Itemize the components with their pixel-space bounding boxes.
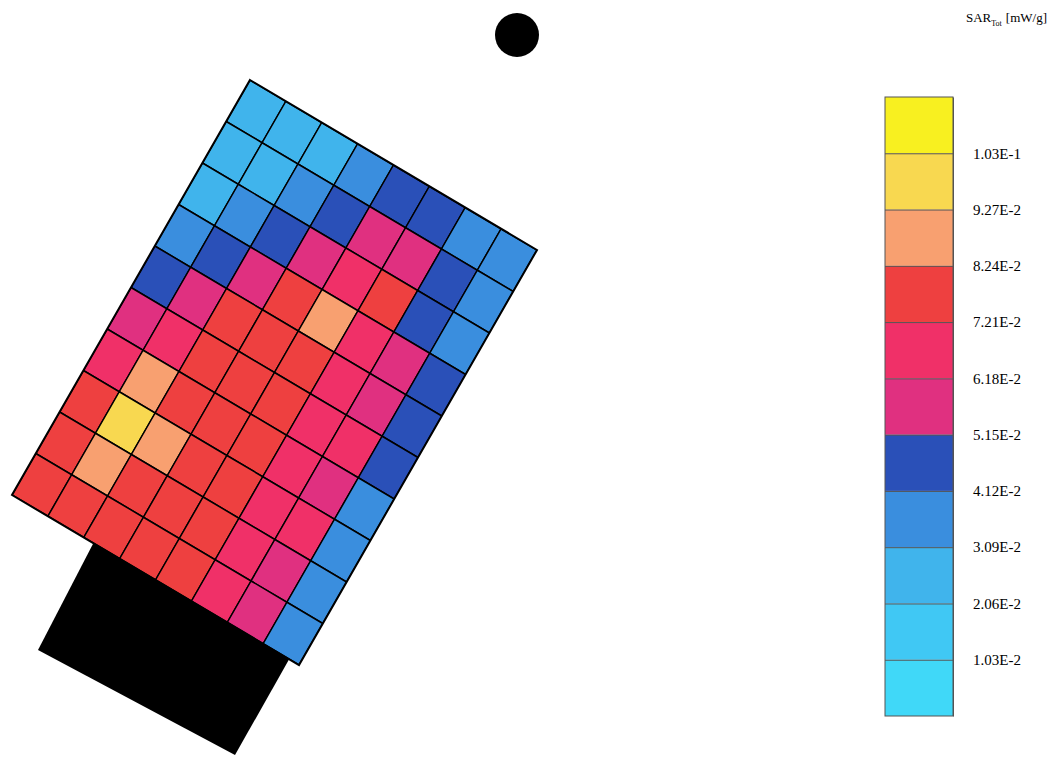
colorbar-tick-label: 1.03E-1 <box>973 146 1021 162</box>
colorbar-tick-label: 5.15E-2 <box>973 427 1021 443</box>
colorbar-band <box>885 435 953 491</box>
colorbar-band <box>885 603 953 659</box>
colorbar-tick-label: 9.27E-2 <box>973 202 1021 218</box>
colorbar-tick-label: 8.24E-2 <box>973 258 1021 274</box>
colorbar-tick-line <box>885 322 953 323</box>
colorbar-frame <box>885 97 953 716</box>
colorbar-band <box>885 266 953 322</box>
colorbar-tick-label: 1.03E-2 <box>973 652 1021 668</box>
colorbar-tick-line <box>885 266 953 267</box>
plot-frame <box>12 80 537 665</box>
title-main: SAR <box>966 10 992 25</box>
colorbar-band <box>885 660 953 716</box>
heatmap-cell <box>263 602 323 665</box>
colorbar-tick-label: 3.09E-2 <box>973 539 1021 555</box>
title-subscript: Tot <box>991 19 1002 28</box>
colorbar-tick-line <box>885 210 953 211</box>
colorbar-tick-line <box>885 547 953 548</box>
colorbar-band <box>885 547 953 603</box>
colorbar-band <box>885 322 953 378</box>
chart: 1.03E-2 2.06E-2 3.09E-2 4.12E-2 5.15E-2 6.18E… <box>0 0 1051 757</box>
colorbar-tick-line <box>885 660 953 661</box>
colorbar-band <box>885 210 953 266</box>
heatmap-cells <box>12 80 537 665</box>
source-dot <box>495 13 539 57</box>
colorbar-tick-label: 4.12E-2 <box>973 483 1021 499</box>
colorbar-band <box>885 153 953 209</box>
colorbar-tick-line <box>885 153 953 154</box>
colorbar-tick-line <box>885 435 953 436</box>
colorbar-tick-label: 6.18E-2 <box>973 371 1021 387</box>
colorbar-title: SARTot [mW/g] <box>966 10 1047 28</box>
colorbar-band <box>885 491 953 547</box>
colorbar-tick-line <box>885 603 953 604</box>
colorbar-tick-line <box>885 491 953 492</box>
colorbar-tick-label: 2.06E-2 <box>973 596 1021 612</box>
colorbar-tick-label: 7.21E-2 <box>973 314 1021 330</box>
title-unit: [mW/g] <box>1006 10 1047 25</box>
colorbar-tick-line <box>885 378 953 379</box>
colorbar-band <box>885 378 953 434</box>
colorbar: 1.03E-2 2.06E-2 3.09E-2 4.12E-2 5.15E-2 6.18E… <box>885 97 1021 717</box>
colorbar-axis: 1.03E-2 2.06E-2 3.09E-2 4.12E-2 5.15E-2 6.18E… <box>885 98 1021 717</box>
colorbar-band <box>885 97 953 153</box>
